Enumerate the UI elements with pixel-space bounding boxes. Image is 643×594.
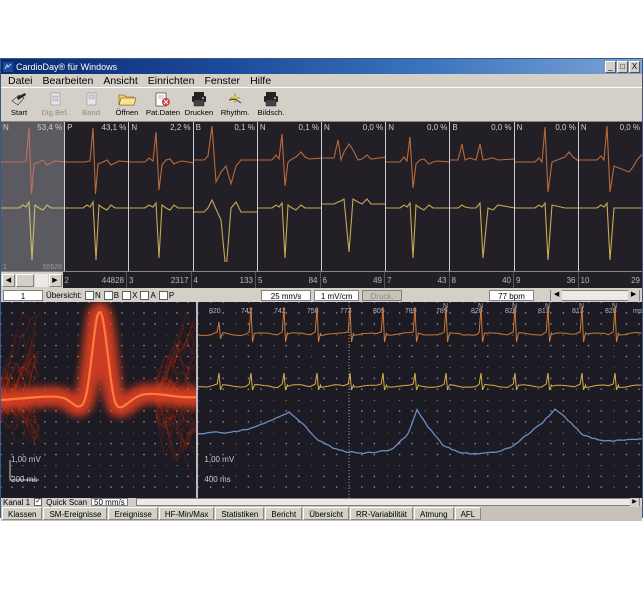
svg-text:820: 820 bbox=[209, 308, 221, 315]
svg-text:ms: ms bbox=[633, 308, 642, 315]
